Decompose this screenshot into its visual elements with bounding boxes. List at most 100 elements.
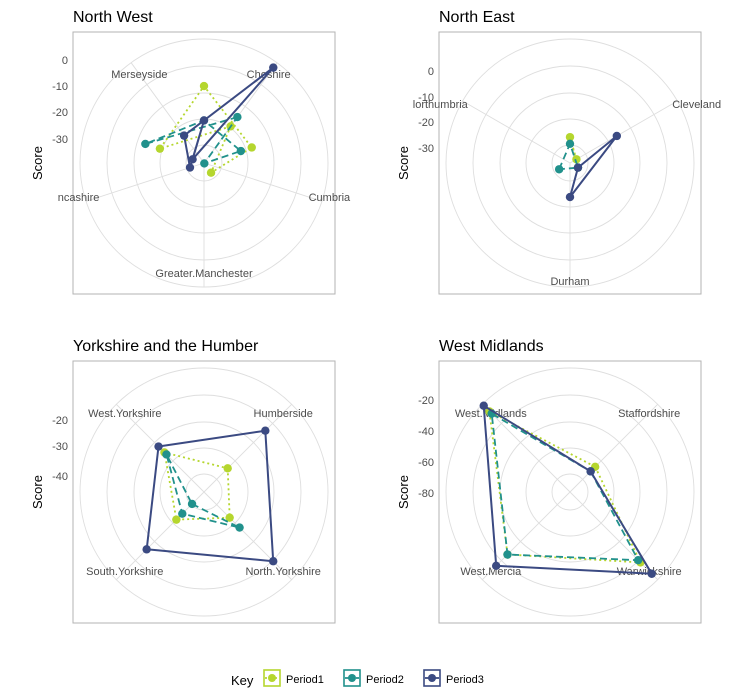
grid-spoke bbox=[203, 162, 323, 202]
legend-key-point bbox=[348, 674, 356, 682]
series-line-period2 bbox=[144, 116, 242, 165]
grid-spoke bbox=[203, 404, 292, 493]
data-point-period1 bbox=[247, 143, 256, 152]
legend: Key Period1 Period2 Period3 bbox=[231, 669, 484, 688]
data-point-period2 bbox=[503, 550, 512, 559]
data-point-period3 bbox=[179, 131, 189, 140]
grid-spoke bbox=[462, 100, 571, 164]
data-point-period1 bbox=[199, 81, 209, 91]
axis-label: West.Mercia bbox=[460, 566, 522, 578]
grid-ring bbox=[79, 367, 329, 617]
data-point-period2 bbox=[178, 509, 187, 518]
y-axis-label: Score bbox=[396, 146, 411, 180]
panel-frame bbox=[438, 31, 702, 295]
grid-ring bbox=[445, 367, 695, 617]
data-point-period3 bbox=[269, 557, 278, 566]
grid-spoke bbox=[85, 162, 205, 202]
data-point-period2 bbox=[554, 165, 564, 174]
grid-spoke bbox=[203, 491, 292, 580]
y-axis-label: Score bbox=[30, 475, 45, 509]
axis-label: Staffordshire bbox=[618, 408, 680, 420]
data-point-period3 bbox=[185, 163, 195, 172]
data-point-period3 bbox=[199, 116, 209, 125]
data-point-period3 bbox=[269, 63, 278, 72]
data-point-period1 bbox=[572, 155, 581, 164]
panel-title: West Midlands bbox=[439, 338, 544, 355]
data-point-period2 bbox=[141, 139, 150, 149]
panel-frame bbox=[72, 360, 336, 624]
axis-label: Cheshire bbox=[247, 69, 291, 81]
data-point-period2 bbox=[187, 499, 197, 509]
tick-label: -30 bbox=[418, 143, 434, 155]
data-point-period2 bbox=[233, 112, 242, 122]
data-point-period2 bbox=[235, 523, 244, 532]
panel-north-east: Cleveland Durham lorthumbria 0 -10 -20 -30 Nort… bbox=[396, 9, 721, 295]
data-point-period3 bbox=[565, 192, 575, 202]
data-point-period1 bbox=[565, 132, 575, 142]
grid-ring bbox=[106, 394, 302, 590]
data-point-period3 bbox=[647, 569, 656, 578]
grid-spoke bbox=[482, 404, 571, 493]
tick-label: -10 bbox=[418, 92, 434, 104]
panel-title: North East bbox=[439, 9, 515, 26]
axis-label: South.Yorkshire bbox=[86, 566, 163, 578]
data-point-period2 bbox=[565, 139, 575, 148]
series-line-period2 bbox=[558, 142, 579, 171]
axis-label: Durham bbox=[550, 276, 589, 288]
tick-label: 0 bbox=[62, 55, 68, 67]
data-point-period1 bbox=[206, 168, 216, 177]
panel-west-midlands: StaffordshireWarwickshireWest.MerciaWest… bbox=[396, 338, 702, 624]
axis-label: Humberside bbox=[254, 408, 313, 420]
data-point-period1 bbox=[155, 144, 165, 153]
tick-label: -40 bbox=[52, 471, 68, 483]
tick-label: -20 bbox=[418, 395, 434, 407]
panel-yorkshire-and-the-humber: Humberside North.Yorkshire South.Yorkshire… bbox=[30, 338, 336, 624]
tick-label: 0 bbox=[428, 66, 434, 78]
axis-label: Cumbria bbox=[309, 192, 351, 204]
legend-label: Period3 bbox=[446, 674, 484, 686]
data-point-period2 bbox=[162, 450, 171, 459]
data-point-period3 bbox=[479, 401, 488, 410]
panel-frame bbox=[72, 31, 336, 295]
legend-key-point bbox=[268, 674, 276, 682]
grid-spoke bbox=[569, 100, 678, 164]
panel-title: Yorkshire and the Humber bbox=[73, 338, 259, 355]
data-point-period2 bbox=[236, 146, 246, 156]
data-point-period3 bbox=[142, 545, 151, 554]
data-point-period3 bbox=[491, 561, 501, 571]
panel-title: North West bbox=[73, 9, 153, 26]
data-point-period1 bbox=[225, 513, 234, 522]
series-line-period1 bbox=[158, 85, 253, 174]
axis-label: lorthumbria bbox=[413, 99, 469, 111]
data-point-period2 bbox=[200, 159, 209, 168]
y-axis-label: Score bbox=[396, 475, 411, 509]
tick-label: -20 bbox=[52, 415, 68, 427]
data-point-period3 bbox=[154, 442, 163, 451]
axis-label: West.Yorkshire bbox=[88, 408, 161, 420]
axis-label: Greater.Manchester bbox=[155, 268, 253, 280]
data-point-period1 bbox=[223, 464, 232, 473]
series-line-period3 bbox=[569, 135, 618, 199]
axis-label: Cleveland bbox=[672, 99, 721, 111]
data-point-period3 bbox=[573, 163, 583, 172]
data-point-period3 bbox=[586, 467, 595, 476]
tick-label: -20 bbox=[52, 107, 68, 119]
data-point-period3 bbox=[261, 426, 270, 435]
tick-label: -30 bbox=[52, 134, 68, 146]
tick-label: -80 bbox=[418, 488, 434, 500]
tick-label: -10 bbox=[52, 81, 68, 93]
tick-label: -60 bbox=[418, 457, 434, 469]
y-axis-label: Score bbox=[30, 146, 45, 180]
axis-label: North.Yorkshire bbox=[245, 566, 320, 578]
grid-ring bbox=[133, 421, 275, 563]
legend-title: Key bbox=[231, 673, 254, 688]
grid-ring bbox=[551, 473, 589, 511]
panel-north-west: Cheshire Cumbria Greater.Manchester ncashir… bbox=[30, 9, 351, 295]
grid-spoke bbox=[569, 404, 658, 493]
data-point-period3 bbox=[612, 131, 622, 141]
data-point-period1 bbox=[172, 515, 181, 524]
panel-frame bbox=[438, 360, 702, 624]
tick-label: -30 bbox=[52, 441, 68, 453]
axis-label: ncashire bbox=[58, 192, 100, 204]
series-line-period3 bbox=[183, 66, 275, 169]
